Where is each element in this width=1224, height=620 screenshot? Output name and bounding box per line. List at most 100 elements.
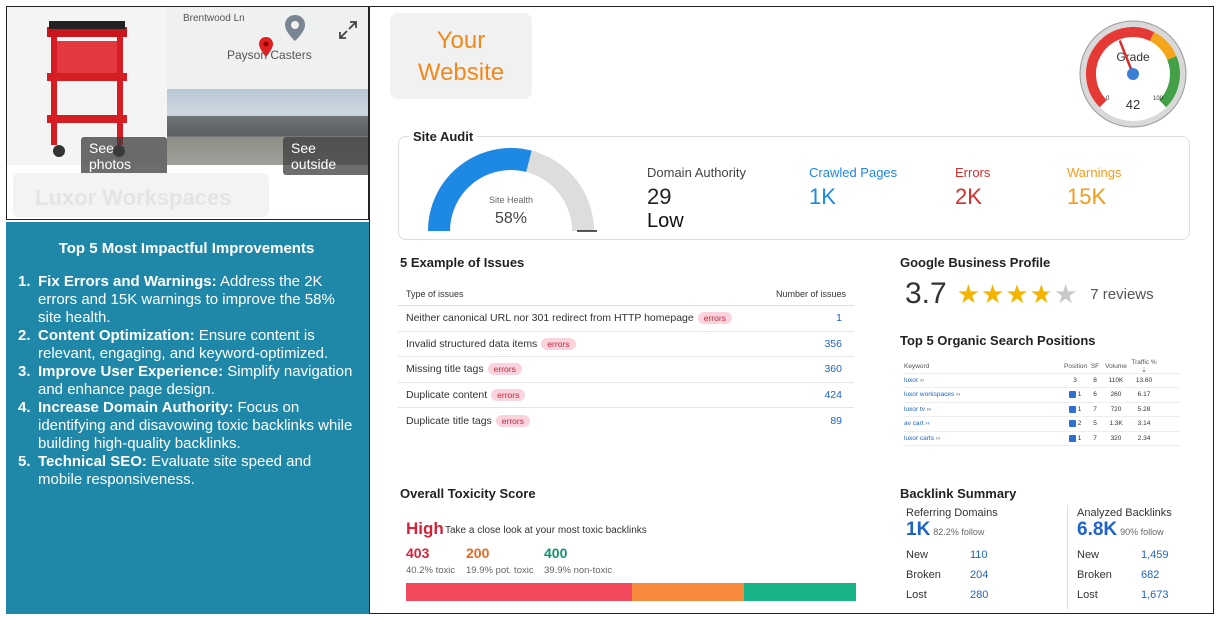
site-health-value: 58% bbox=[495, 210, 527, 227]
improvement-heading: Increase Domain Authority: bbox=[38, 399, 234, 416]
issue-count[interactable]: 89 bbox=[830, 414, 842, 427]
organic-keyword[interactable]: luxor carts ›› bbox=[904, 434, 941, 442]
site-health-gauge: Site Health 58% bbox=[428, 148, 597, 232]
referring-domains-label: Referring Domains bbox=[906, 507, 998, 519]
errors-value[interactable]: 2K bbox=[955, 184, 982, 209]
pot-toxic-count[interactable]: 200 bbox=[466, 545, 490, 561]
organic-header-cell[interactable]: Keyword bbox=[904, 363, 930, 370]
organic-position-value: 2 bbox=[1077, 420, 1082, 428]
seo-dashboard: Your Website Grade 0 100 42 Site Audit bbox=[369, 6, 1214, 614]
site-health-fill bbox=[428, 148, 532, 232]
ana-broken-label: Broken bbox=[1077, 569, 1112, 581]
organic-traffic: 2.34 bbox=[1137, 434, 1151, 442]
serp-feature-icon bbox=[1068, 405, 1076, 413]
business-name-box: Luxor Workspaces bbox=[13, 173, 269, 217]
improvement-heading: Improve User Experience: bbox=[38, 363, 224, 380]
errors-badge: errors bbox=[491, 388, 526, 401]
gbp-reviews-link[interactable]: 7 reviews bbox=[1090, 285, 1154, 303]
issue-label: Missing title tags bbox=[406, 363, 484, 376]
domain-authority-value: 29 bbox=[647, 184, 672, 209]
ana-broken-row: Broken 682 bbox=[1077, 569, 1172, 581]
ref-lost-value[interactable]: 280 bbox=[970, 589, 989, 601]
warnings-value[interactable]: 15K bbox=[1067, 184, 1107, 209]
site-audit-card: Site Audit Site Health 58% Domain Author… bbox=[398, 129, 1190, 240]
improvement-item: 2. Content Optimization: Ensure content i… bbox=[18, 327, 355, 363]
issue-label: Duplicate content bbox=[406, 388, 488, 401]
organic-traffic: 6.17 bbox=[1137, 391, 1151, 399]
improvement-number: 4. bbox=[18, 399, 31, 416]
organic-volume: 1.3K bbox=[1109, 420, 1123, 428]
improvements-list: 1. Fix Errors and Warnings: Address the 2… bbox=[18, 273, 355, 489]
crawled-pages-value[interactable]: 1K bbox=[809, 184, 836, 209]
ref-new-label: New bbox=[906, 549, 929, 561]
analyzed-backlinks-label: Analyzed Backlinks bbox=[1077, 507, 1172, 519]
crawled-pages-metric[interactable]: Crawled Pages 1K bbox=[809, 165, 897, 210]
grade-value: 42 bbox=[1126, 97, 1140, 112]
organic-keyword[interactable]: luxor ›› bbox=[904, 376, 925, 384]
organic-header-cell[interactable]: Position bbox=[1064, 363, 1088, 370]
issues-col-type: Type of issues bbox=[406, 289, 464, 299]
errors-metric[interactable]: Errors 2K bbox=[955, 165, 990, 210]
improvement-number: 2. bbox=[18, 327, 31, 344]
organic-header-cell[interactable]: Traffic % ⇣ bbox=[1131, 359, 1157, 374]
warnings-metric[interactable]: Warnings 15K bbox=[1067, 165, 1121, 210]
issue-count[interactable]: 1 bbox=[836, 312, 842, 325]
organic-keyword[interactable]: luxor tv ›› bbox=[904, 405, 932, 413]
organic-table: Keyword Position SF Volume Traffic % ⇣ luxor … bbox=[904, 359, 1180, 446]
ana-new-row: New 1,459 bbox=[1077, 549, 1172, 561]
map-thumbnail[interactable]: Brentwood Ln Payson Casters bbox=[167, 7, 368, 89]
organic-volume: 110K bbox=[1108, 376, 1124, 384]
organic-sf: 5 bbox=[1093, 420, 1097, 428]
organic-position: 2 bbox=[1064, 420, 1086, 427]
issue-label: Neither canonical URL nor 301 redirect f… bbox=[406, 312, 694, 325]
organic-row: luxor carts ›› 1 7 320 2.34 bbox=[904, 432, 1180, 446]
ana-lost-label: Lost bbox=[1077, 589, 1098, 601]
organic-header-cell[interactable]: Volume bbox=[1105, 363, 1127, 370]
organic-volume: 260 bbox=[1110, 391, 1122, 399]
analyzed-backlinks-follow: 90% follow bbox=[1120, 527, 1164, 537]
issue-count[interactable]: 356 bbox=[824, 337, 842, 350]
organic-traffic: 13.60 bbox=[1135, 376, 1153, 384]
organic-traffic: 3.14 bbox=[1137, 420, 1151, 428]
improvement-number: 1. bbox=[18, 273, 31, 290]
ref-new-value[interactable]: 110 bbox=[970, 549, 988, 561]
referring-domains-follow: 82.2% follow bbox=[933, 527, 985, 537]
see-photos-button[interactable]: See photos bbox=[81, 137, 167, 175]
issue-label: Duplicate title tags bbox=[406, 414, 492, 427]
gauge-arc-yellow bbox=[1149, 32, 1177, 61]
issue-count[interactable]: 360 bbox=[824, 363, 842, 376]
toxic-count[interactable]: 403 bbox=[406, 545, 430, 561]
improvement-text: Ensure content is relevant, engaging, an… bbox=[38, 327, 329, 362]
organic-title: Top 5 Organic Search Positions bbox=[900, 333, 1096, 348]
ref-broken-value[interactable]: 204 bbox=[970, 569, 989, 581]
issues-rows: Neither canonical URL nor 301 redirect f… bbox=[398, 306, 854, 434]
see-outside-button[interactable]: See outside bbox=[283, 137, 368, 175]
organic-keyword[interactable]: luxor workspaces ›› bbox=[904, 391, 961, 399]
ana-lost-row: Lost 1,673 bbox=[1077, 589, 1172, 601]
organic-sf: 8 bbox=[1093, 376, 1097, 384]
ana-new-value[interactable]: 1,459 bbox=[1141, 549, 1169, 561]
improvement-item: 4. Increase Domain Authority: Focus on id… bbox=[18, 399, 355, 453]
star-empty-icon: ★ bbox=[1053, 278, 1079, 309]
street-view-photo[interactable]: See outside bbox=[167, 89, 368, 175]
product-photo[interactable]: See photos bbox=[7, 7, 167, 175]
referring-domains-value[interactable]: 1K bbox=[906, 519, 931, 540]
analyzed-backlinks-value[interactable]: 6.8K bbox=[1077, 519, 1118, 540]
issue-count[interactable]: 424 bbox=[824, 388, 842, 401]
organic-header-row: Keyword Position SF Volume Traffic % ⇣ bbox=[904, 359, 1180, 374]
star-full-icon: ★ bbox=[1005, 278, 1030, 309]
organic-position-value: 3 bbox=[1073, 376, 1077, 384]
errors-label: Errors bbox=[955, 165, 991, 180]
improvement-item: 3. Improve User Experience: Simplify navi… bbox=[18, 363, 355, 399]
ana-lost-value[interactable]: 1,673 bbox=[1141, 589, 1169, 601]
star-full-icon: ★ bbox=[956, 278, 982, 309]
errors-badge: errors bbox=[697, 312, 732, 325]
organic-header-cell[interactable]: SF bbox=[1090, 363, 1100, 370]
issues-col-count: Number of issues bbox=[775, 289, 846, 299]
ana-broken-value[interactable]: 682 bbox=[1141, 569, 1160, 581]
expand-icon[interactable] bbox=[339, 21, 357, 39]
serp-feature-icon bbox=[1068, 420, 1076, 428]
organic-keyword[interactable]: av cart ›› bbox=[904, 420, 930, 428]
non-toxic-count[interactable]: 400 bbox=[544, 545, 568, 561]
organic-volume: 320 bbox=[1110, 434, 1122, 442]
